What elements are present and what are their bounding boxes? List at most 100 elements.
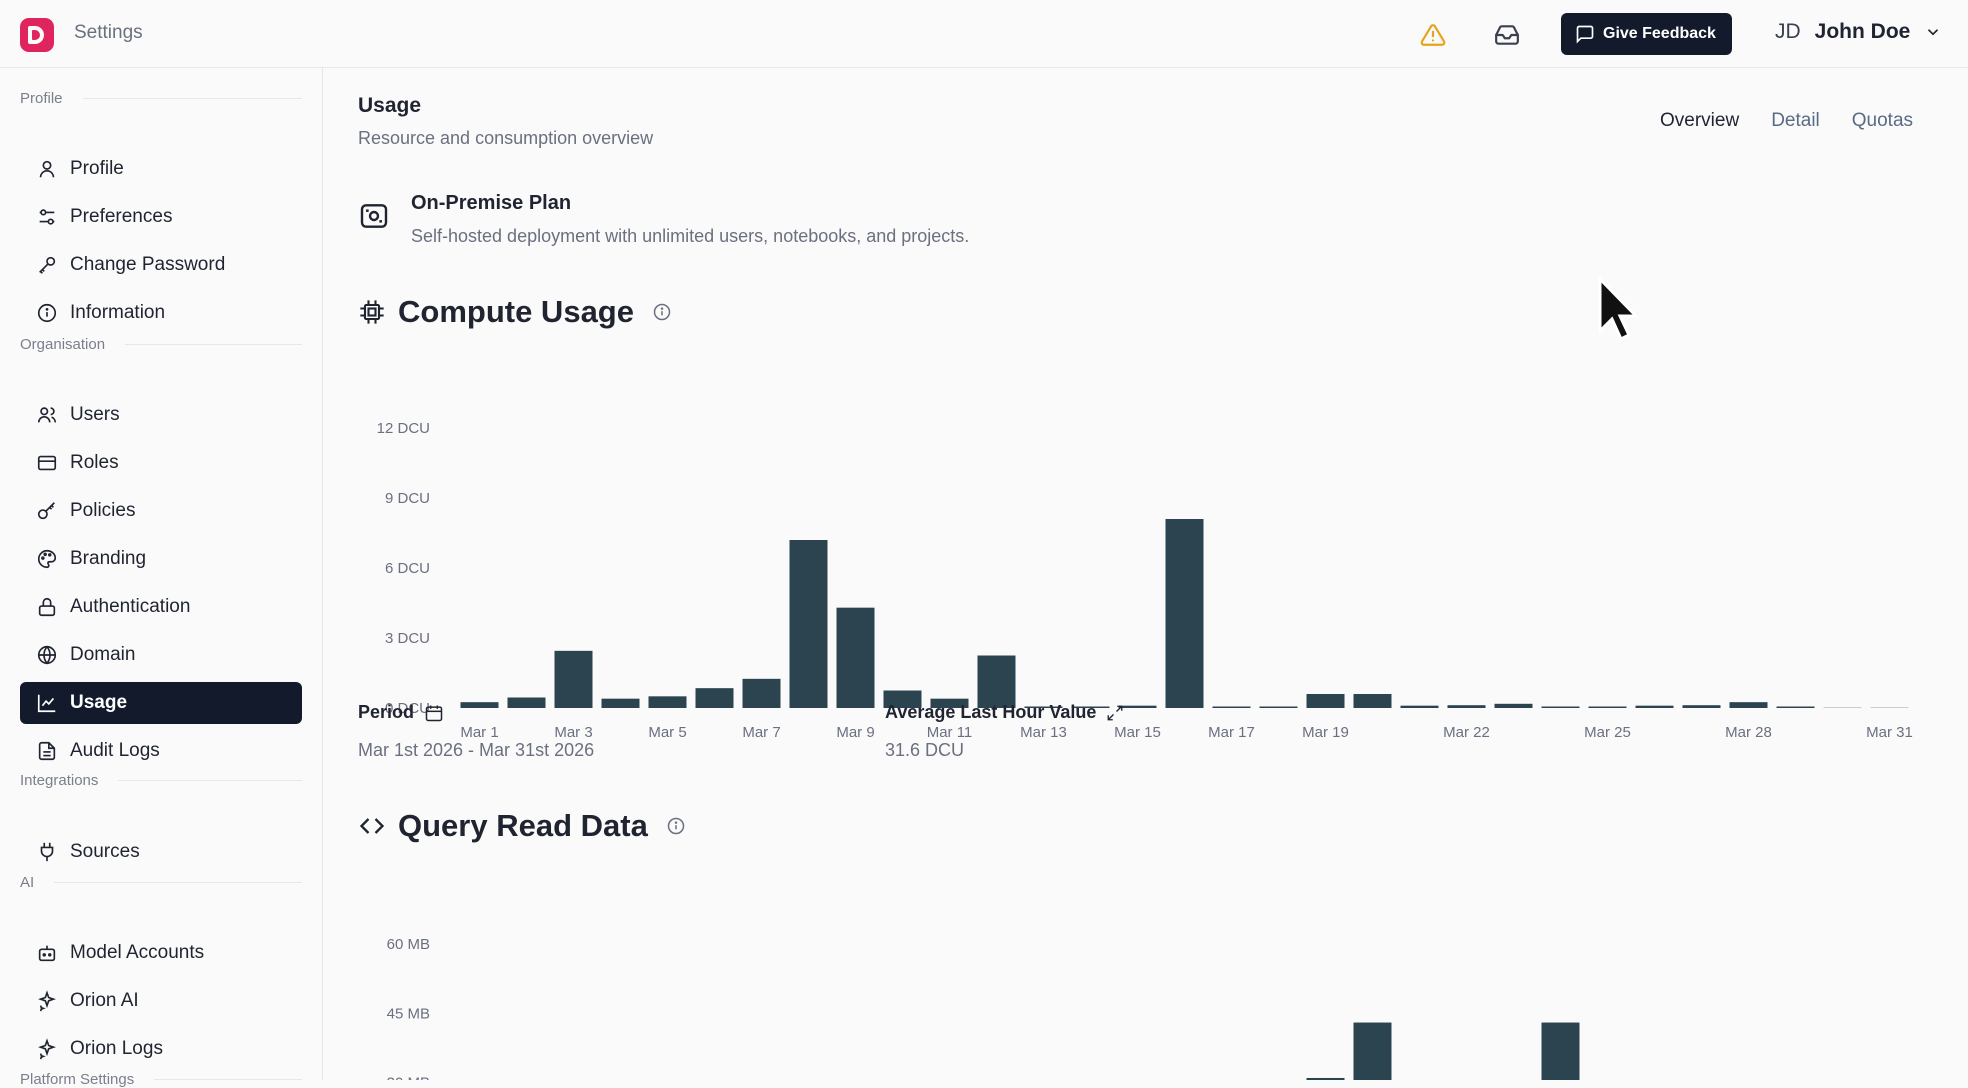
message-icon: [1576, 25, 1594, 44]
query-read-data-title: Query Read Data: [398, 808, 648, 843]
sidebar-item-information[interactable]: Information: [20, 292, 302, 334]
average-label: Average Last Hour Value: [885, 702, 1124, 723]
y-tick-label: 9 DCU: [385, 490, 430, 507]
calendar-icon[interactable]: [424, 703, 444, 723]
give-feedback-button[interactable]: Give Feedback: [1561, 13, 1732, 55]
sidebar-item-label: Sources: [70, 841, 140, 862]
bar: [1541, 706, 1580, 708]
sidebar-item-label: Preferences: [70, 206, 173, 227]
sidebar-item-label: Roles: [70, 452, 119, 473]
bar: [1212, 706, 1251, 708]
sidebar-item-model-accounts[interactable]: Model Accounts: [20, 932, 302, 974]
sidebar-item-profile[interactable]: Profile: [20, 148, 302, 190]
x-tick-label: Mar 5: [648, 724, 686, 741]
app-logo[interactable]: [20, 18, 54, 52]
avatar: JD: [1775, 20, 1801, 43]
sidebar-item-label: Branding: [70, 548, 147, 569]
sidebar: Profile Profile Preferences Change Passw…: [0, 68, 323, 1088]
user-icon: [39, 160, 55, 178]
bar: [1823, 707, 1862, 708]
warning-icon[interactable]: [1420, 22, 1446, 48]
bar: [1494, 703, 1533, 708]
give-feedback-label: Give Feedback: [1603, 25, 1716, 42]
y-tick-label: 60 MB: [387, 936, 430, 953]
info-icon[interactable]: [666, 816, 686, 836]
expand-icon[interactable]: [1106, 704, 1124, 722]
key-icon: [39, 256, 56, 274]
sidebar-item-label: Authentication: [70, 596, 191, 617]
tab-quotas[interactable]: Quotas: [1851, 110, 1914, 131]
palette-icon: [38, 549, 57, 569]
bar: [1776, 706, 1815, 708]
card-icon: [37, 455, 57, 471]
sidebar-item-preferences[interactable]: Preferences: [20, 196, 302, 238]
sidebar-item-label: Profile: [70, 158, 124, 179]
period-label: Period: [358, 702, 444, 723]
page-title: Usage: [358, 94, 422, 117]
lock-icon: [38, 597, 56, 617]
sidebar-item-roles[interactable]: Roles: [20, 442, 302, 484]
sidebar-item-orion-logs[interactable]: Orion Logs: [20, 1028, 302, 1070]
bar: [1306, 694, 1345, 708]
bar: [742, 678, 781, 708]
sidebar-item-users[interactable]: Users: [20, 394, 302, 436]
bar: [1682, 705, 1721, 708]
sidebar-item-sources[interactable]: Sources: [20, 831, 302, 873]
query-read-data-heading: Query Read Data: [358, 808, 686, 844]
bar: [695, 688, 734, 708]
sidebar-item-label: Information: [70, 302, 166, 323]
breadcrumb: Settings: [74, 22, 143, 43]
bar: [930, 698, 969, 708]
sidebar-item-audit-logs[interactable]: Audit Logs: [20, 730, 302, 772]
y-tick-label: 6 DCU: [385, 560, 430, 577]
x-tick-label: Mar 31: [1866, 724, 1913, 741]
chart-line-icon: [37, 694, 56, 713]
plug-icon: [40, 842, 54, 862]
bot-icon: [38, 945, 56, 962]
compute-usage-heading: Compute Usage: [358, 294, 672, 330]
sparkles-icon: [38, 1038, 56, 1060]
x-tick-label: Mar 7: [742, 724, 780, 741]
bar: [1729, 702, 1768, 708]
x-tick-label: Mar 1: [460, 724, 498, 741]
key-round-icon: [37, 502, 55, 520]
bar: [507, 697, 546, 708]
info-icon: [37, 303, 57, 323]
info-icon[interactable]: [652, 302, 672, 322]
sidebar-item-label: Usage: [70, 692, 128, 713]
y-tick-label: 30 MB: [387, 1075, 430, 1080]
compute-usage-chart: 12 DCU 9 DCU 6 DCU 3 DCU 0 DCU Mar 1 Mar 3 Mar …: [377, 420, 1913, 741]
sidebar-item-domain[interactable]: Domain: [20, 634, 302, 676]
plan-subtitle: Self-hosted deployment with unlimited us…: [411, 226, 970, 246]
globe-icon: [37, 645, 57, 665]
bar: [1870, 707, 1909, 708]
tab-overview[interactable]: Overview: [1660, 110, 1740, 131]
cpu-icon: [360, 300, 384, 324]
user-menu[interactable]: JD John Doe: [1775, 20, 1942, 44]
bar: [1259, 706, 1298, 708]
period-value: Mar 1st 2026 - Mar 31st 2026: [358, 740, 595, 760]
tab-detail[interactable]: Detail: [1771, 110, 1820, 131]
bar: [1635, 705, 1674, 708]
sidebar-item-branding[interactable]: Branding: [20, 538, 302, 580]
x-tick-label: Mar 13: [1020, 724, 1067, 741]
sidebar-item-label: Model Accounts: [70, 942, 205, 963]
sidebar-item-label: Change Password: [70, 254, 226, 275]
bar: [789, 540, 828, 708]
inbox-icon[interactable]: [1494, 22, 1520, 48]
sidebar-item-usage[interactable]: Usage: [20, 682, 302, 724]
x-tick-label: Mar 15: [1114, 724, 1161, 741]
x-tick-label: Mar 3: [554, 724, 592, 741]
sidebar-item-change-password[interactable]: Change Password: [20, 244, 302, 286]
plan-title: On-Premise Plan: [411, 192, 572, 214]
page-subtitle: Resource and consumption overview: [358, 128, 654, 148]
sidebar-item-label: Users: [70, 404, 120, 425]
y-tick-label: 0 DCU: [385, 700, 430, 717]
sidebar-item-authentication[interactable]: Authentication: [20, 586, 302, 628]
bar: [836, 607, 875, 708]
sidebar-item-policies[interactable]: Policies: [20, 490, 302, 532]
user-name: John Doe: [1814, 20, 1911, 43]
sidebar-item-orion-ai[interactable]: Orion AI: [20, 980, 302, 1022]
compute-usage-title: Compute Usage: [398, 294, 634, 329]
bar: [1588, 706, 1627, 708]
